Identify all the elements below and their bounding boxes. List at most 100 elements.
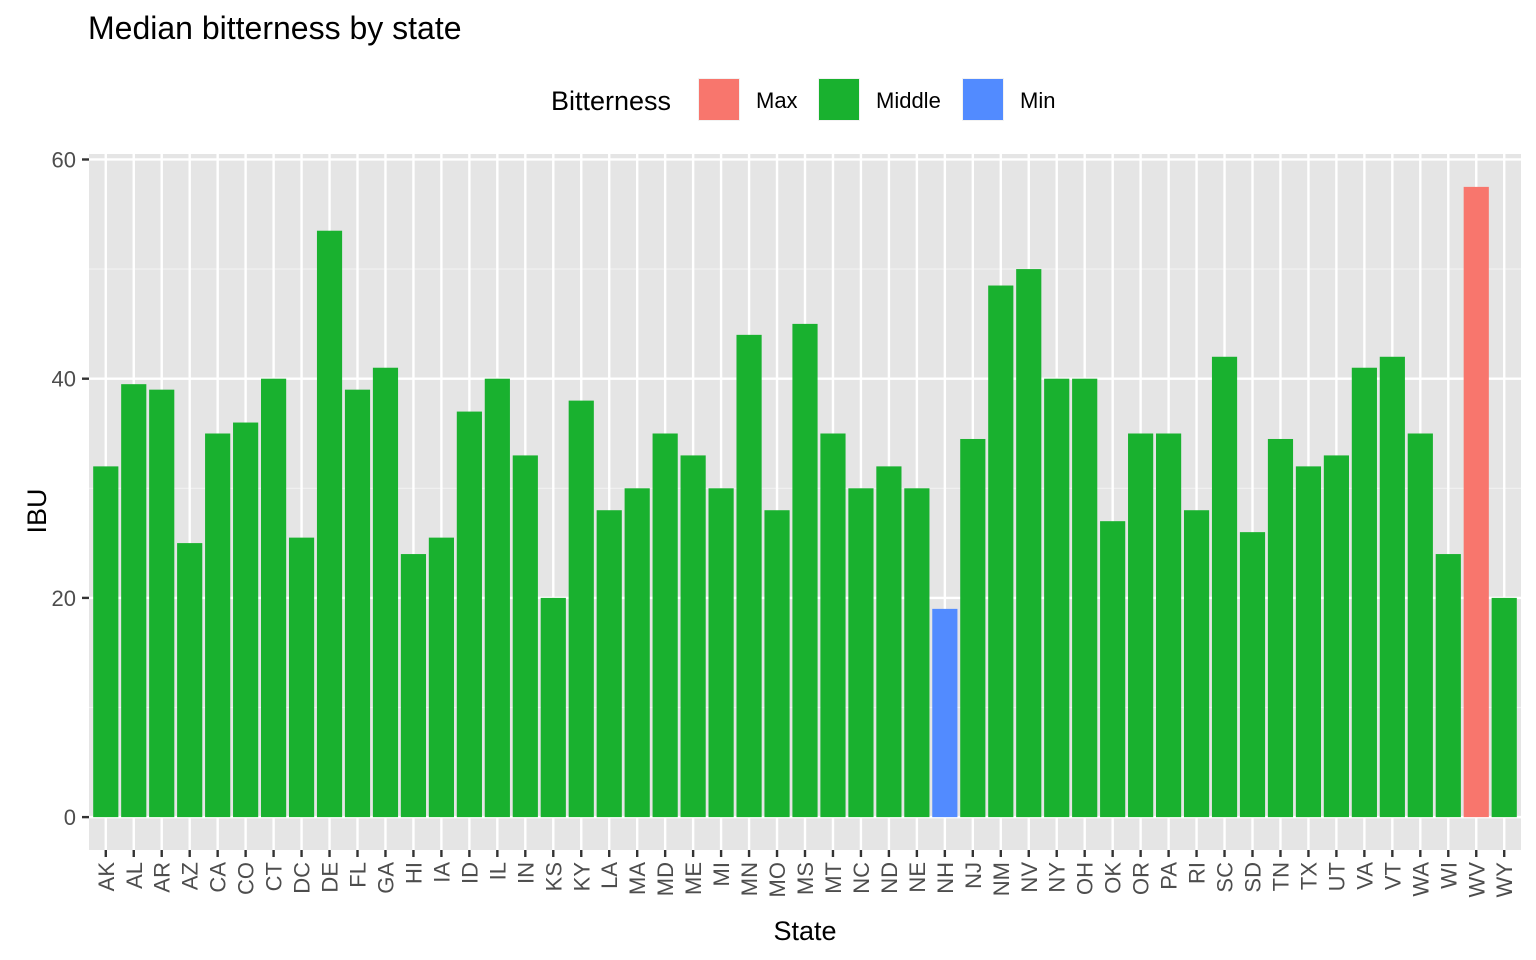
x-tick-label-nh: NH	[933, 862, 958, 894]
x-tick-label-ga: GA	[373, 862, 398, 894]
x-tick-label-id: ID	[457, 862, 482, 884]
x-tick-label-ca: CA	[206, 862, 231, 893]
x-tick-label-ms: MS	[793, 862, 818, 895]
y-tick-label: 60	[52, 147, 76, 172]
bar-vt	[1379, 356, 1405, 818]
x-tick-label-ks: KS	[541, 862, 566, 891]
bar-tn	[1267, 438, 1294, 818]
y-axis: 0 20 40 60	[52, 147, 89, 830]
bar-hi	[400, 554, 427, 818]
x-tick-label-wa: WA	[1408, 862, 1433, 897]
bar-sc	[1211, 356, 1238, 818]
x-tick-label-co: CO	[234, 862, 259, 895]
bar-nh	[932, 608, 958, 818]
legend-label-min: Min	[1020, 88, 1055, 113]
bar-nj	[960, 438, 986, 818]
bars	[93, 186, 1517, 818]
x-tick-label-nj: NJ	[961, 862, 986, 889]
bar-ia	[428, 537, 454, 818]
x-tick-label-in: IN	[513, 862, 538, 884]
bar-ne	[904, 488, 930, 818]
x-tick-label-wi: WI	[1436, 862, 1461, 889]
x-tick-label-sd: SD	[1241, 862, 1266, 893]
bar-mo	[764, 510, 790, 818]
x-axis: AK AL AR AZ CA CO CT DC DE FL GA HI IA ID IL IN KS KY LA MA…	[94, 850, 1517, 897]
x-tick-label-fl: FL	[346, 862, 371, 888]
x-tick-label-mo: MO	[765, 862, 790, 897]
bar-ny	[1044, 378, 1070, 818]
x-tick-label-va: VA	[1352, 862, 1377, 890]
x-tick-label-ut: UT	[1324, 862, 1349, 891]
y-tick-label: 20	[52, 586, 76, 611]
bar-al	[121, 384, 147, 818]
legend-key-min	[963, 79, 1003, 120]
x-tick-label-ky: KY	[569, 862, 594, 892]
y-tick-label: 40	[52, 367, 76, 392]
x-tick-label-ny: NY	[1045, 862, 1070, 893]
bar-or	[1128, 433, 1154, 818]
x-tick-label-ma: MA	[625, 862, 650, 895]
x-tick-label-ne: NE	[905, 862, 930, 893]
x-tick-label-ak: AK	[94, 862, 119, 892]
x-tick-label-nc: NC	[849, 862, 874, 894]
legend: Bitterness Max Middle Min	[551, 78, 1055, 121]
x-tick-label-tn: TN	[1268, 862, 1293, 891]
x-tick-label-ia: IA	[429, 862, 454, 883]
bar-la	[596, 510, 622, 818]
x-tick-label-dc: DC	[290, 862, 315, 894]
x-tick-label-de: DE	[318, 862, 343, 893]
bar-mn	[736, 334, 762, 818]
x-tick-label-mn: MN	[737, 862, 762, 896]
bar-me	[680, 455, 706, 818]
x-tick-label-il: IL	[485, 862, 510, 880]
bar-mi	[708, 488, 734, 818]
x-tick-label-ct: CT	[262, 862, 287, 891]
bar-ky	[568, 400, 594, 818]
bar-ks	[540, 597, 566, 818]
bar-nm	[988, 285, 1014, 818]
x-tick-label-mi: MI	[709, 862, 734, 886]
bar-ca	[205, 433, 231, 818]
x-tick-label-sc: SC	[1213, 862, 1238, 893]
chart-title: Median bitterness by state	[88, 10, 462, 46]
legend-key-max	[699, 79, 739, 120]
x-tick-label-nd: ND	[877, 862, 902, 894]
bar-wi	[1435, 554, 1461, 818]
bar-id	[456, 411, 482, 818]
bar-ut	[1323, 455, 1349, 818]
x-tick-label-la: LA	[597, 862, 622, 889]
x-tick-label-wv: WV	[1464, 862, 1489, 898]
bar-wv	[1463, 186, 1489, 818]
y-tick-label: 0	[64, 805, 76, 830]
x-tick-label-md: MD	[653, 862, 678, 896]
bar-wa	[1407, 433, 1433, 818]
bar-ri	[1183, 510, 1210, 818]
bar-pa	[1156, 433, 1182, 818]
x-tick-label-ar: AR	[150, 862, 175, 893]
x-tick-label-az: AZ	[178, 862, 203, 890]
x-tick-label-pa: PA	[1157, 862, 1182, 890]
x-tick-label-ri: RI	[1185, 862, 1210, 884]
bar-ct	[261, 378, 287, 818]
bar-wy	[1491, 597, 1517, 818]
bar-md	[652, 433, 678, 818]
x-tick-label-al: AL	[122, 862, 147, 889]
bar-sd	[1239, 532, 1266, 818]
bar-dc	[288, 537, 315, 818]
bar-il	[484, 378, 510, 818]
bar-ok	[1100, 521, 1126, 818]
x-axis-title: State	[773, 916, 836, 946]
x-tick-label-nv: NV	[1017, 862, 1042, 893]
bar-ga	[372, 367, 399, 818]
x-tick-label-oh: OH	[1073, 862, 1098, 895]
bar-ar	[149, 389, 175, 818]
legend-key-middle	[819, 79, 859, 120]
bar-oh	[1072, 378, 1098, 818]
bar-tx	[1295, 466, 1322, 818]
bar-ma	[624, 488, 650, 818]
bar-co	[233, 422, 259, 818]
bar-mt	[820, 433, 846, 818]
bar-az	[177, 543, 203, 818]
bar-fl	[344, 389, 371, 818]
legend-title: Bitterness	[551, 86, 671, 116]
